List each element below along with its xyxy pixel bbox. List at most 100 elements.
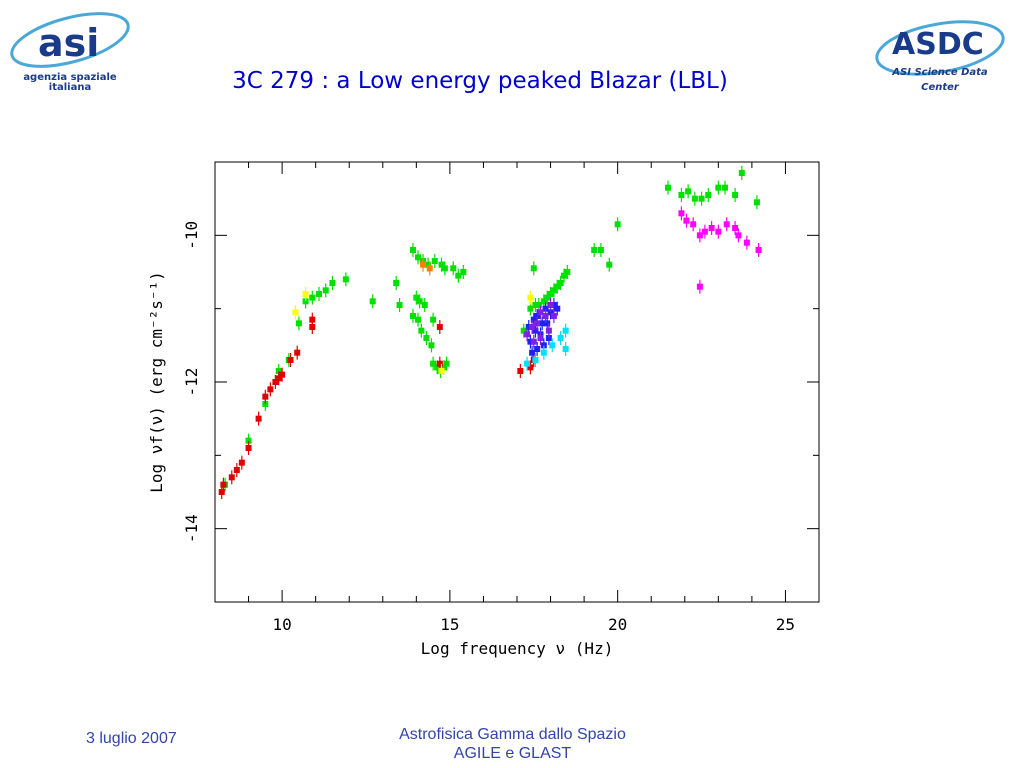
data-point-blue <box>542 305 549 312</box>
data-point-green <box>342 276 349 283</box>
slide-title: 3C 279 : a Low energy peaked Blazar (LBL… <box>232 68 728 94</box>
data-point-green <box>245 437 252 444</box>
data-point-green <box>428 342 435 349</box>
data-point-green <box>691 195 698 202</box>
data-point-green <box>715 184 722 191</box>
data-point-green <box>560 272 567 279</box>
data-point-red <box>233 467 240 473</box>
data-point-green <box>421 302 428 308</box>
data-point-yellow <box>302 291 309 297</box>
data-point-magenta <box>696 232 703 239</box>
y-tick-label: -14 <box>182 514 201 543</box>
data-points <box>218 166 762 499</box>
axes: 10 15 20 25 -14 -12 -10 <box>182 161 820 634</box>
data-point-green <box>564 269 571 275</box>
data-point-green <box>295 320 302 327</box>
data-point-magenta <box>678 210 685 217</box>
data-point-green <box>322 287 329 294</box>
data-point-green <box>527 305 534 312</box>
data-point-green <box>413 294 420 301</box>
data-point-red <box>275 375 282 382</box>
data-point-green <box>732 192 739 198</box>
data-point-green <box>393 280 400 286</box>
data-point-green <box>329 280 336 286</box>
data-point-green <box>544 294 551 301</box>
data-point-green <box>262 401 269 407</box>
data-point-green <box>316 291 323 297</box>
data-point-green <box>614 221 621 228</box>
x-tick-label: 15 <box>440 615 459 634</box>
data-point-green <box>606 261 613 268</box>
data-point-green <box>455 272 462 279</box>
data-point-red <box>287 357 294 363</box>
data-point-blue <box>529 349 536 356</box>
data-point-green <box>430 360 437 367</box>
data-point-cyan <box>562 346 569 352</box>
data-point-green <box>520 327 527 334</box>
data-point-green <box>309 294 316 301</box>
data-point-green <box>425 261 432 268</box>
asi-logo-mark: asi <box>38 21 99 65</box>
data-point-blue <box>550 302 557 308</box>
data-point-green <box>396 302 403 308</box>
plot-frame <box>214 161 820 603</box>
data-point-green <box>540 298 547 305</box>
data-point-green <box>275 368 282 374</box>
data-point-green <box>302 298 309 305</box>
data-point-purple <box>545 327 552 334</box>
data-point-purple <box>542 313 549 319</box>
data-point-blue <box>544 320 551 327</box>
footer-event-line-2: AGILE e GLAST <box>453 745 572 762</box>
data-point-orange <box>420 261 427 268</box>
data-point-red <box>228 474 235 481</box>
data-point-cyan <box>532 357 539 363</box>
data-point-green <box>554 283 561 290</box>
data-point-green <box>409 247 416 253</box>
data-point-magenta <box>690 221 697 228</box>
asdc-logo-text-1: ASI Science Data <box>891 67 988 78</box>
data-point-red <box>436 360 443 367</box>
data-point-red <box>517 368 524 374</box>
data-point-blue <box>532 327 539 334</box>
data-point-red <box>220 481 227 488</box>
data-point-red <box>255 415 262 422</box>
data-point-green <box>441 265 448 272</box>
data-point-purple <box>537 335 544 341</box>
data-point-magenta <box>732 225 739 231</box>
data-point-magenta <box>701 228 708 235</box>
data-point-green <box>423 335 430 341</box>
data-point-purple <box>547 302 554 308</box>
data-point-green <box>438 261 445 268</box>
footer-date: 3 luglio 2007 <box>86 730 177 747</box>
data-point-green <box>535 302 542 308</box>
data-point-blue <box>545 335 552 341</box>
data-point-green <box>440 364 447 371</box>
data-point-green <box>665 184 671 191</box>
data-point-cyan <box>557 335 564 341</box>
data-point-green <box>597 247 604 253</box>
data-point-red <box>238 459 245 466</box>
data-point-green <box>753 199 760 206</box>
data-point-green <box>434 364 441 371</box>
data-point-green <box>416 298 423 305</box>
data-point-green <box>722 184 729 191</box>
data-point-magenta <box>723 221 730 228</box>
data-point-green <box>415 316 422 323</box>
data-point-yellow <box>527 294 534 301</box>
data-point-green <box>369 298 376 305</box>
footer-event-line-1: Astrofisica Gamma dallo Spazio <box>399 726 626 743</box>
data-point-cyan <box>562 327 569 334</box>
data-point-red <box>436 324 443 330</box>
x-tick-label: 20 <box>608 615 627 634</box>
data-point-green <box>557 280 564 286</box>
data-point-red <box>279 371 286 378</box>
data-point-green <box>591 247 598 253</box>
asi-logo: asi agenzia spaziale italiana <box>10 12 130 93</box>
data-point-green <box>678 192 685 198</box>
data-point-red <box>262 393 269 400</box>
data-point-blue <box>540 342 547 349</box>
data-point-green <box>418 327 425 334</box>
data-point-magenta <box>743 239 750 246</box>
data-point-red <box>294 349 301 356</box>
data-point-blue <box>527 338 534 345</box>
